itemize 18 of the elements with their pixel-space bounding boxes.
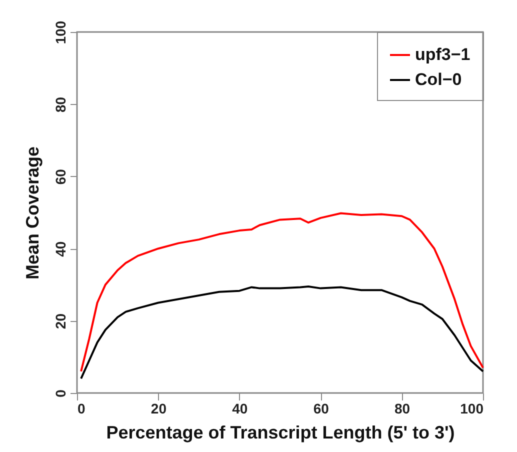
legend-label: Col−0 <box>415 70 462 89</box>
legend-label: upf3−1 <box>415 45 470 64</box>
x-tick-label: 80 <box>394 400 410 416</box>
y-tick-label: 20 <box>52 313 68 330</box>
y-tick-label: 80 <box>52 96 68 112</box>
x-tick-label: 40 <box>232 400 248 416</box>
y-tick-label: 40 <box>52 241 68 257</box>
x-axis-title: Percentage of Transcript Length (5' to 3') <box>106 422 455 442</box>
y-tick-label: 60 <box>52 168 68 185</box>
x-tick-label: 0 <box>78 400 86 416</box>
x-tick-label: 60 <box>313 400 330 416</box>
x-tick-label: 100 <box>460 400 484 416</box>
y-tick-label: 0 <box>52 389 68 398</box>
x-tick-label: 20 <box>150 400 167 416</box>
y-axis-title: Mean Coverage <box>22 146 42 280</box>
y-tick-label: 100 <box>52 20 68 44</box>
line-series <box>80 286 484 380</box>
line-series <box>80 212 484 372</box>
